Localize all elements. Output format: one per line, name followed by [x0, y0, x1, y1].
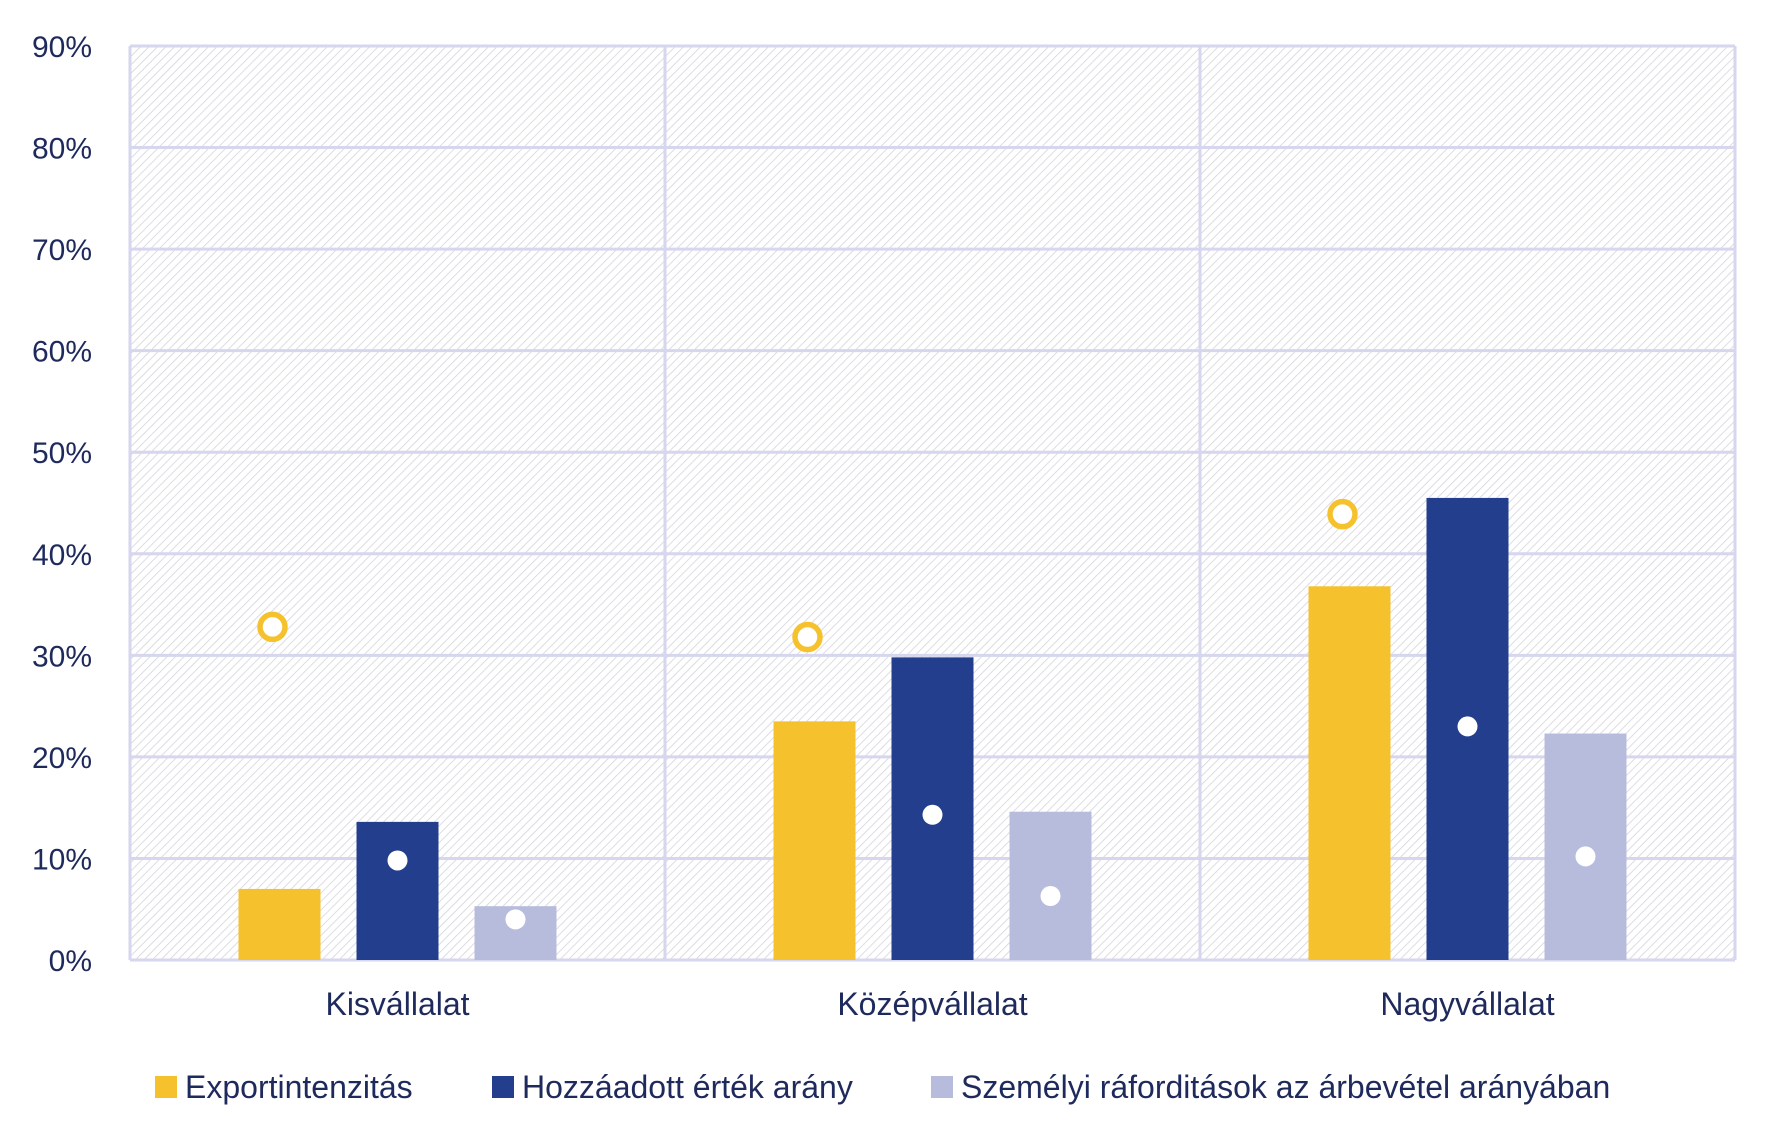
marker-dot — [1040, 886, 1061, 907]
y-tick-label: 30% — [32, 640, 92, 673]
legend-label: Exportintenzitás — [185, 1069, 413, 1105]
y-tick-label: 40% — [32, 539, 92, 572]
legend: Exportintenzitás Hozzáadott érték arány Sz… — [155, 1069, 1610, 1105]
y-axis-tick-labels: 0% 10% 20% 30% 40% 50% 60% 70% 80% 90% — [32, 31, 92, 978]
legend-label: Személyi ráforditások az árbevétel arány… — [961, 1069, 1610, 1105]
bar — [238, 888, 321, 960]
y-tick-label: 70% — [32, 234, 92, 267]
bar — [1308, 586, 1391, 960]
markers — [257, 498, 1596, 930]
legend-swatch — [492, 1076, 514, 1098]
y-tick-label: 10% — [32, 843, 92, 876]
x-category-label: Középvállalat — [837, 986, 1027, 1022]
bar — [356, 821, 439, 960]
marker-hollow-circle — [1327, 498, 1358, 530]
y-tick-label: 90% — [32, 31, 92, 64]
marker-dot — [922, 804, 943, 825]
y-tick-label: 50% — [32, 437, 92, 470]
marker-hollow-circle — [792, 621, 823, 653]
y-tick-label: 0% — [49, 945, 92, 978]
bar — [773, 721, 856, 960]
marker-hollow-circle — [257, 611, 288, 643]
marker-dot — [1575, 846, 1596, 867]
x-axis-category-labels: Kisvállalat Középvállalat Nagyvállalat — [325, 986, 1554, 1022]
marker-dot — [1457, 716, 1478, 737]
y-tick-label: 20% — [32, 742, 92, 775]
legend-label: Hozzáadott érték arány — [522, 1069, 853, 1105]
x-category-label: Kisvállalat — [325, 986, 469, 1022]
y-tick-label: 80% — [32, 133, 92, 166]
x-category-label: Nagyvállalat — [1380, 986, 1554, 1022]
legend-swatch — [931, 1076, 953, 1098]
bar — [1009, 811, 1092, 960]
legend-swatch — [155, 1076, 177, 1098]
y-tick-label: 60% — [32, 336, 92, 369]
marker-dot — [505, 909, 526, 930]
marker-dot — [387, 850, 408, 871]
